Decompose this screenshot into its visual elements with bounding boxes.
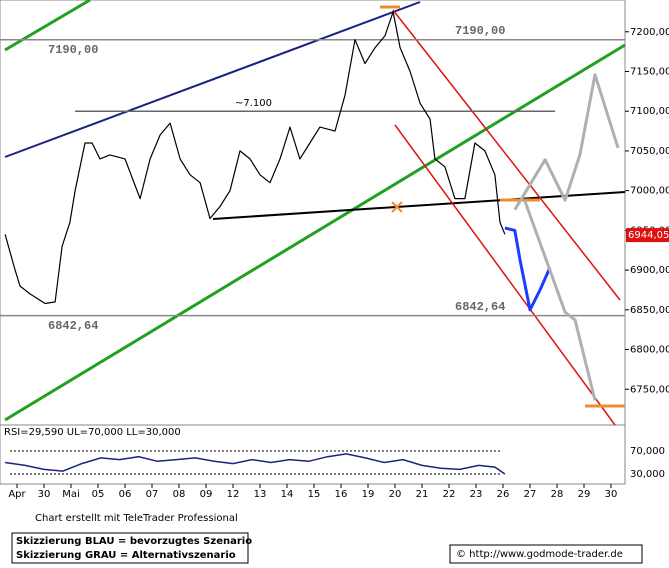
- plot-frame: [0, 0, 626, 485]
- source-box: [449, 544, 643, 564]
- level-label: 7190,00: [48, 43, 98, 57]
- x-tick-label: 19: [362, 489, 375, 500]
- x-tick-label: 28: [551, 489, 564, 500]
- red-channel-upper: [392, 9, 621, 301]
- last-price-box: [626, 228, 669, 243]
- green-trend: [4, 43, 626, 422]
- level-label: 6842,64: [48, 319, 98, 333]
- legend-note: Skizzierung GRAU = Alternativszenario: [16, 550, 236, 561]
- x-tick-label: 30: [38, 489, 51, 500]
- y-tick-label: 6850,00: [630, 305, 669, 316]
- x-tick-label: 06: [119, 489, 132, 500]
- x-tick-label: 27: [524, 489, 537, 500]
- x-tick-label: 21: [416, 489, 429, 500]
- rsi-tick-label: 30,000: [630, 469, 665, 480]
- x-tick-label: 15: [308, 489, 321, 500]
- series-line: [523, 199, 597, 401]
- level-label: 6842,64: [455, 300, 505, 314]
- green-trend-top: [4, 0, 91, 52]
- x-tick-label: 29: [578, 489, 591, 500]
- rsi-title: RSI=29,590 UL=70,000 LL=30,000: [4, 427, 181, 438]
- x-tick-label: Apr: [8, 489, 26, 500]
- red-channel-lower: [394, 124, 616, 426]
- rsi-line: [4, 453, 506, 475]
- credit: Chart erstellt mit TeleTrader Profession…: [35, 513, 238, 524]
- y-tick-label: 6800,00: [630, 345, 669, 356]
- y-tick-label: 7150,00: [630, 66, 669, 77]
- x-tick-label: 20: [389, 489, 402, 500]
- x-tick-label: 07: [146, 489, 159, 500]
- y-tick-label: 7100,00: [630, 106, 669, 117]
- series-line: [504, 226, 552, 312]
- y-tick-label: 7050,00: [630, 146, 669, 157]
- legend-note: Skizzierung BLAU = bevorzugtes Szenario: [16, 536, 252, 547]
- x-tick-label: 30: [605, 489, 618, 500]
- series-line: [513, 73, 620, 211]
- x-tick-label: 09: [200, 489, 213, 500]
- x-tick-label: 08: [173, 489, 186, 500]
- y-tick-label: 7000,00: [630, 186, 669, 197]
- trend-lines: [4, 0, 626, 426]
- marker: [391, 201, 403, 213]
- level-label: 7190,00: [455, 24, 505, 38]
- y-tick-label: 6900,00: [630, 265, 669, 276]
- x-tick-label: 12: [227, 489, 240, 500]
- level-label: ~7.100: [235, 98, 272, 109]
- rsi-tick-label: 70,000: [630, 446, 665, 457]
- x-tick-label: 16: [335, 489, 348, 500]
- x-tick-label: 23: [470, 489, 483, 500]
- neckline: [212, 191, 626, 220]
- x-tick-label: 26: [497, 489, 510, 500]
- y-tick-label: 6750,00: [630, 384, 669, 395]
- x-tick-label: Mai: [62, 489, 80, 500]
- upper-trend: [4, 1, 421, 158]
- last-price-label: 6944,05: [628, 230, 669, 241]
- x-tick-label: 22: [443, 489, 456, 500]
- source: © http://www.godmode-trader.de: [456, 549, 623, 560]
- y-tick-label: 7200,00: [630, 27, 669, 38]
- x-tick-label: 13: [254, 489, 267, 500]
- legend-box: [11, 532, 249, 564]
- x-tick-label: 05: [92, 489, 105, 500]
- x-tick-label: 14: [281, 489, 294, 500]
- series-line: [4, 11, 506, 305]
